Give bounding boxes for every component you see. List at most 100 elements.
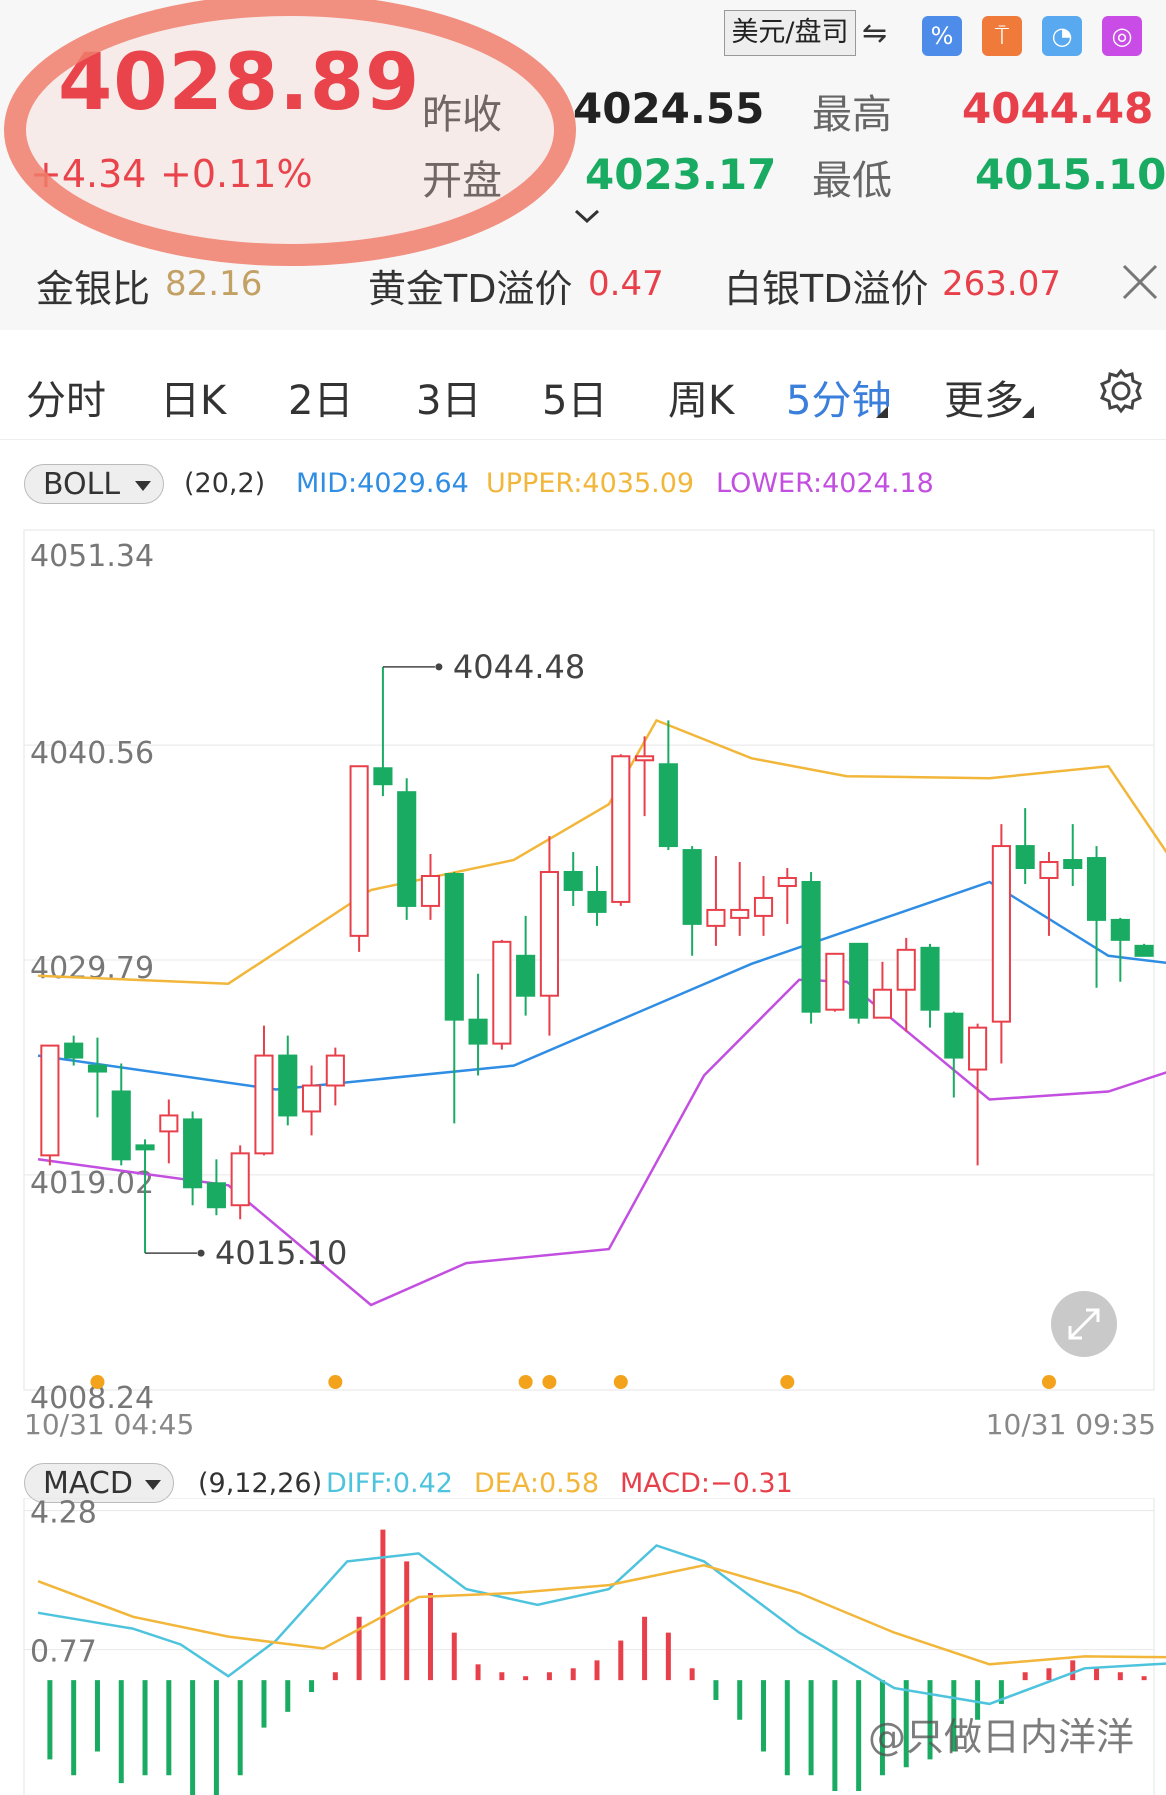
low-value: 4015.10 (975, 150, 1166, 199)
macd-dea-line (37, 1564, 1166, 1666)
currency-toggle-button[interactable]: 美元/盘司 (724, 10, 856, 56)
settings-gear-icon[interactable] (1098, 368, 1144, 414)
candle-body (611, 755, 631, 903)
prev-close-value: 4024.55 (573, 84, 765, 133)
candle-body (40, 1044, 60, 1157)
high-label: 最高 (812, 92, 892, 138)
y-tick-label: 4.28 (30, 1498, 97, 1531)
candle-body (468, 1018, 488, 1045)
period-tabs: 分时 日K 2日 3日 5日 周K 5分钟 更多 (0, 340, 1166, 440)
dropdown-caret-icon (145, 1480, 161, 1490)
candle-body (539, 871, 559, 997)
coin-icon[interactable]: ◎ (1102, 16, 1142, 56)
macd-value: MACD:−0.31 (620, 1468, 793, 1499)
annotation-label: 4044.48 (453, 648, 585, 686)
candle-body (183, 1118, 203, 1189)
high-value: 4044.48 (962, 84, 1154, 133)
boll-mid: MID:4029.64 (296, 468, 469, 499)
candle-body (682, 849, 702, 925)
candle-body (944, 1012, 964, 1059)
tab-more[interactable]: 更多 (944, 378, 1024, 424)
candle-body (563, 871, 583, 891)
annotation-label: 4015.10 (215, 1234, 347, 1272)
tab-daily-k[interactable]: 日K (160, 378, 227, 424)
signal-dot (780, 1375, 795, 1389)
candle-body (753, 896, 774, 917)
lighthouse-icon[interactable]: ⍑ (982, 16, 1022, 56)
candle-body (1086, 857, 1107, 921)
candle-body (111, 1090, 131, 1161)
gold-td-premium-label: 黄金TD溢价 (368, 267, 573, 311)
pie-chart-icon[interactable]: ◔ (1042, 16, 1082, 56)
macd-diff: DIFF:0.42 (326, 1468, 453, 1499)
candle-body (373, 767, 393, 786)
candle-body (587, 890, 607, 913)
macd-params: (9,12,26) (198, 1468, 323, 1499)
boll-upper: UPPER:4035.09 (486, 468, 695, 499)
highlight-ellipse (4, 0, 576, 266)
last-price: 4028.89 (58, 38, 420, 128)
annotation-dot (197, 1249, 205, 1257)
open-value: 4023.17 (585, 150, 777, 199)
boll-indicator-dropdown[interactable]: BOLL (24, 464, 164, 504)
candle-body (635, 755, 655, 762)
x-axis-label-end: 10/31 09:35 (986, 1408, 1156, 1440)
candle-body (206, 1182, 226, 1209)
candle-body (420, 874, 441, 907)
boll-lower: LOWER:4024.18 (716, 468, 934, 499)
candle-body (325, 1054, 345, 1087)
tab-weekly-k[interactable]: 周K (668, 378, 735, 424)
candle-body (801, 880, 821, 1013)
signal-dot (90, 1375, 105, 1389)
candle-body (64, 1042, 84, 1059)
candle-body (896, 948, 916, 991)
y-tick-label: 4040.56 (30, 736, 154, 771)
tab-5-day[interactable]: 5日 (542, 378, 608, 424)
percent-icon[interactable]: % (922, 16, 962, 56)
close-icon[interactable] (1120, 262, 1160, 302)
tab-2-day[interactable]: 2日 (288, 378, 354, 424)
macd-indicator-dropdown[interactable]: MACD (24, 1463, 174, 1503)
low-label: 最低 (812, 158, 892, 204)
signal-dot (613, 1375, 628, 1389)
signal-dot (1041, 1375, 1056, 1389)
y-tick-label: 4019.02 (30, 1166, 154, 1201)
annotation-dot (435, 663, 443, 671)
candle-body (397, 791, 417, 907)
tab-3-day[interactable]: 3日 (416, 378, 482, 424)
candle-body (872, 988, 893, 1019)
candle-body (706, 908, 726, 927)
macd-diff-line (37, 1544, 1166, 1706)
candle-body (991, 845, 1011, 1023)
macd-chart[interactable]: 4.28 0.77 (0, 1498, 1166, 1795)
candle-body (230, 1152, 250, 1207)
candle-body (1039, 861, 1059, 879)
candle-body (444, 873, 464, 1021)
signal-dot (542, 1375, 557, 1389)
y-tick-label: 0.77 (30, 1635, 97, 1670)
candle-body (1015, 845, 1035, 870)
candle-body (492, 940, 512, 1045)
candle-body (1110, 918, 1130, 941)
candle-body (301, 1084, 322, 1113)
boll-lower-line (37, 978, 1166, 1307)
candle-body (159, 1114, 179, 1133)
candle-body (349, 765, 369, 937)
candle-body (1134, 944, 1154, 957)
y-tick-label: 4051.34 (30, 539, 154, 574)
tab-5-minute-corner-icon (876, 406, 888, 418)
y-tick-label: 4008.24 (30, 1381, 154, 1416)
signal-dot (328, 1375, 343, 1389)
change-percent: +0.11% (160, 152, 313, 196)
kline-chart[interactable]: 4051.344040.564029.794019.024008.244044.… (0, 520, 1166, 1440)
tab-intraday[interactable]: 分时 (26, 378, 106, 424)
signal-dot (518, 1375, 533, 1389)
candle-body (968, 1026, 988, 1071)
expand-icon (1068, 1308, 1100, 1340)
boll-upper-line (37, 718, 1166, 985)
expand-chevron-icon[interactable] (574, 208, 600, 224)
swap-icon[interactable]: ⇋ (862, 16, 888, 51)
candle-body (254, 1054, 274, 1155)
tab-5-minute[interactable]: 5分钟 (786, 378, 892, 424)
gold-td-premium-value: 0.47 (588, 264, 664, 304)
